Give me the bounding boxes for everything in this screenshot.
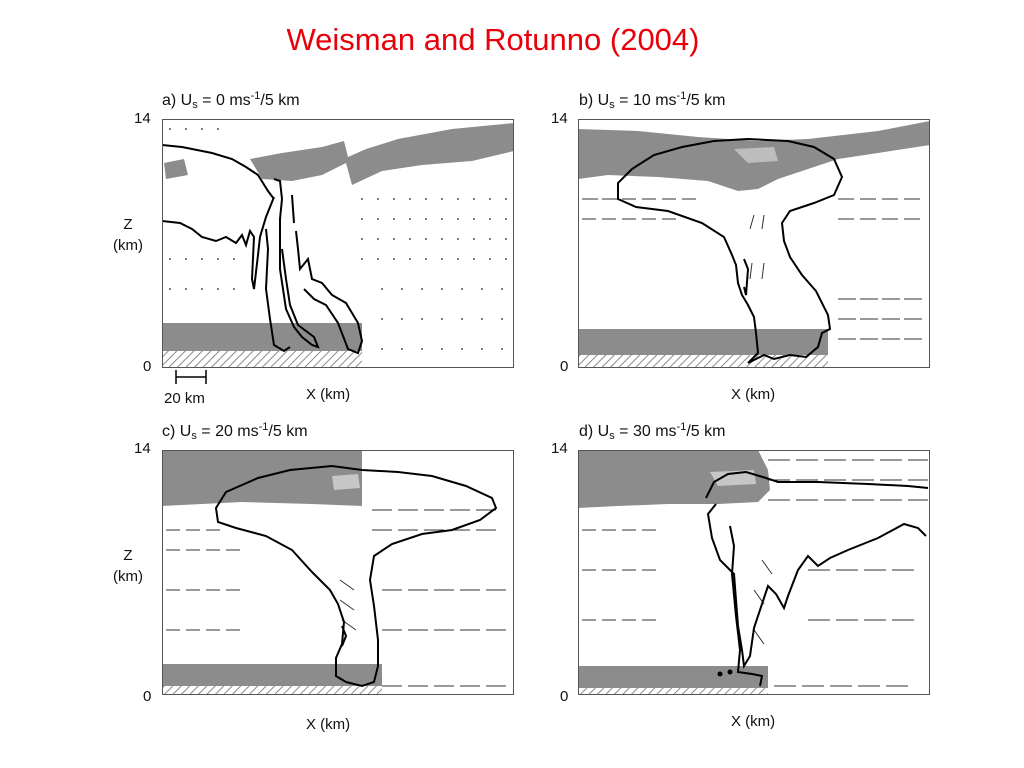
panel-c-wind-vectors: [166, 509, 506, 687]
panel-c: [162, 450, 514, 695]
panel-a-cold-pool-shading: [162, 323, 362, 368]
panel-a-x-axis-label: X (km): [306, 386, 351, 403]
panel-d-anvil-shading: [578, 450, 770, 508]
panel-a-anvil-shading: [164, 123, 514, 185]
panel-d-z-top-tick: 14: [551, 440, 568, 457]
panel-c-cloud-outline: [214, 464, 498, 688]
panel-d: [578, 450, 930, 695]
panel-b: [578, 119, 930, 368]
panel-b-cloud-outline: [617, 137, 844, 364]
panel-c-z-axis-label: Z (km): [113, 547, 143, 585]
panel-b-wind-vectors: [582, 198, 922, 340]
panel-b-x-axis-label: X (km): [731, 386, 776, 403]
scale-bar-label: 20 km: [164, 390, 205, 407]
panel-d-wind-vectors: [582, 459, 928, 687]
panel-a-z-bottom-tick: 0: [143, 358, 152, 375]
panel-a-title: a) Us = 0 ms-1/5 km: [162, 90, 300, 111]
panel-c-title: c) Us = 20 ms-1/5 km: [162, 421, 308, 442]
slide-title: Weisman and Rotunno (2004): [286, 22, 700, 57]
panel-d-cold-pool-shading: [578, 666, 768, 695]
scale-bar: [174, 370, 210, 389]
panel-d-z-bottom-tick: 0: [560, 688, 569, 705]
panel-d-x-axis-label: X (km): [731, 713, 776, 730]
panel-b-z-top-tick: 14: [551, 110, 568, 127]
panel-a-z-top-tick: 14: [134, 110, 151, 127]
panel-b-z-bottom-tick: 0: [560, 358, 569, 375]
panel-a-cloud-outline: [162, 144, 364, 355]
panel-c-x-axis-label: X (km): [306, 716, 351, 733]
panel-a-wind-vectors: [169, 128, 507, 350]
panel-a: [162, 119, 514, 368]
panel-b-title: b) Us = 10 ms-1/5 km: [579, 90, 726, 111]
panel-d-cloud-outline: [705, 470, 929, 669]
panel-c-cold-pool-shading: [162, 664, 382, 695]
panel-a-z-axis-label: Z (km): [113, 216, 143, 254]
panel-c-z-bottom-tick: 0: [143, 688, 152, 705]
panel-d-title: d) Us = 30 ms-1/5 km: [579, 421, 726, 442]
panel-c-z-top-tick: 14: [134, 440, 151, 457]
panel-b-cold-pool-shading: [578, 329, 828, 368]
